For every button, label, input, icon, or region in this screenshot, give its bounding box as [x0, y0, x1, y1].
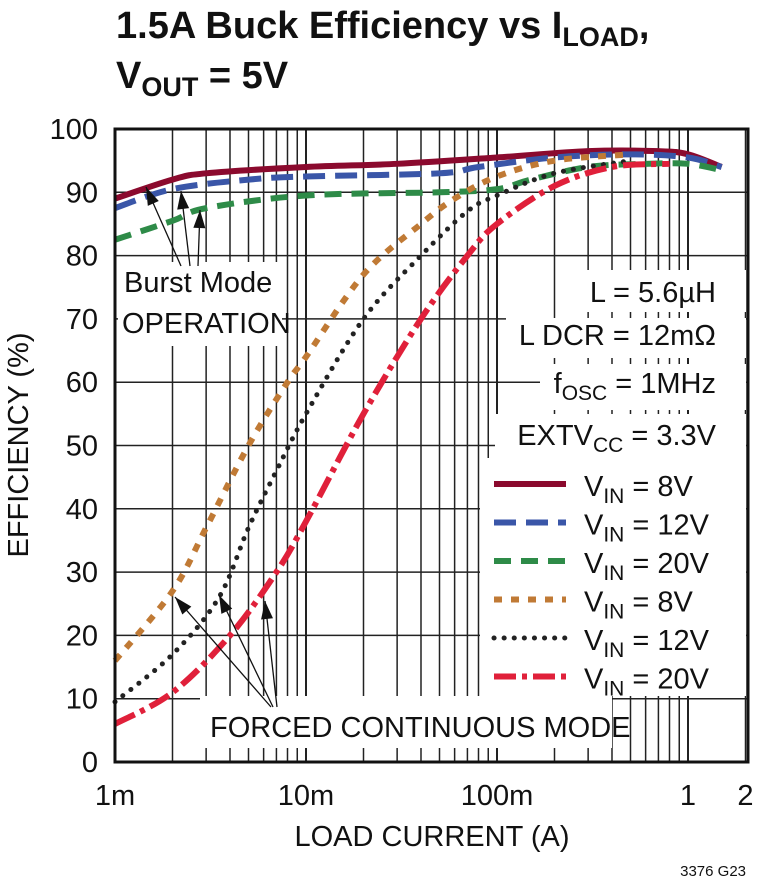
y-tick-label: 50 [66, 431, 98, 463]
legend-label-value: = 12V [624, 510, 709, 542]
legend-label: VIN = 20V [584, 664, 710, 701]
legend-label-main: V [584, 587, 604, 619]
legend-label: VIN = 8V [584, 587, 694, 624]
legend-label: VIN = 12V [584, 625, 710, 662]
arrow-head-icon [261, 601, 273, 620]
tick-labels: 0 10 20 30 40 50 60 70 80 90 100 1m 10m 100m 1 2 [50, 114, 754, 812]
legend-label-sub: IN [603, 485, 624, 508]
legend-item: VIN = 12V [491, 625, 710, 662]
y-tick-label: 100 [50, 114, 98, 146]
condition-text: L = 5.6µH [590, 277, 716, 309]
legend-label: VIN = 8V [584, 471, 694, 508]
burst-label-bg [118, 262, 282, 346]
y-axis-label: EFFICIENCY (%) [3, 332, 35, 557]
condition-text: L DCR = 12mΩ [519, 320, 716, 352]
series-line-5 [112, 158, 634, 705]
burst-label-line2: OPERATION [122, 308, 291, 340]
forced-label: FORCED CONTINUOUS MODE [210, 712, 631, 744]
condition-main: EXTV [517, 420, 593, 452]
cond-bg-1 [580, 270, 746, 312]
x-axis-label: LOAD CURRENT (A) [295, 821, 570, 853]
legend-label-value: = 8V [624, 471, 693, 503]
chart-title-line2: VOUT = 5V [116, 55, 289, 102]
y-tick-label: 60 [66, 367, 98, 399]
condition-sub: OSC [562, 382, 608, 405]
condition-end: = 1MHz [607, 368, 716, 400]
legend-label-value: = 8V [624, 587, 693, 619]
condition-text: fOSC = 1MHz [554, 368, 716, 405]
series-line-1 [114, 147, 723, 202]
y-tick-label: 0 [82, 747, 98, 779]
burst-label-line1: Burst Mode [124, 267, 272, 299]
legend-label-value: = 20V [624, 664, 709, 696]
legend-label-sub: IN [603, 601, 624, 624]
series-line-2 [114, 151, 723, 211]
legend-label: VIN = 12V [584, 510, 710, 547]
y-tick-label: 10 [66, 684, 98, 716]
legend-label-main: V [584, 664, 604, 696]
arrow-line [218, 594, 274, 708]
y-tick-label: 70 [66, 304, 98, 336]
x-tick-label: 100m [461, 780, 534, 812]
legend-item: VIN = 8V [494, 587, 694, 624]
cond-bg-4 [495, 414, 746, 458]
y-tick-label: 40 [66, 494, 98, 526]
series-line-6 [113, 160, 670, 727]
condition-end: = 3.3V [623, 420, 716, 452]
x-tick-label: 1m [95, 780, 135, 812]
x-tick-label: 1 [680, 780, 696, 812]
arrow-line [174, 596, 272, 708]
y-tick-label: 30 [66, 557, 98, 589]
conditions: L = 5.6µH L DCR = 12mΩ fOSC = 1MHz EXTVCC =… [517, 277, 716, 457]
legend-item: VIN = 12V [494, 510, 710, 547]
x-tick-label: 2 [737, 780, 753, 812]
legend-label-main: V [584, 625, 604, 657]
arrow-head-icon [177, 191, 190, 210]
chart-title-line1: 1.5A Buck Efficiency vs ILOAD, [116, 5, 649, 52]
cond-bg-3 [540, 364, 746, 410]
figure-id: 3376 G23 [680, 863, 746, 880]
legend-bg [480, 458, 746, 696]
condition-main: L DCR = 12mΩ [519, 320, 716, 352]
legend-label-value: = 20V [624, 548, 709, 580]
legend-label-sub: IN [603, 678, 624, 701]
condition-main: f [554, 368, 563, 400]
series-group [112, 147, 723, 727]
condition-text: EXTVCC = 3.3V [517, 420, 716, 457]
legend-label-main: V [584, 548, 604, 580]
condition-main: L = 5.6µH [590, 277, 716, 309]
arrow-head-icon [219, 595, 233, 614]
plot-frame [113, 127, 750, 764]
legend-label-main: V [584, 471, 604, 503]
legend-label-sub: IN [603, 524, 624, 547]
y-tick-label: 20 [66, 620, 98, 652]
legend-label-main: V [584, 510, 604, 542]
annotation-arrows [145, 186, 278, 708]
x-tick-label: 10m [278, 780, 334, 812]
arrow-head-icon [193, 210, 206, 229]
legend-label: VIN = 20V [584, 548, 710, 585]
arrow-head-icon [146, 187, 159, 206]
condition-sub: CC [593, 434, 623, 457]
y-tick-label: 90 [66, 177, 98, 209]
legend-item: VIN = 8V [494, 471, 694, 508]
cond-bg-2 [506, 318, 746, 358]
legend-label-value: = 12V [624, 625, 709, 657]
legend-item: VIN = 20V [494, 548, 710, 585]
arrow-head-icon [175, 597, 192, 615]
legend-label-sub: IN [603, 562, 624, 585]
y-tick-label: 80 [66, 241, 98, 273]
legend-item: VIN = 20V [494, 664, 710, 701]
legend-label-sub: IN [603, 639, 624, 662]
